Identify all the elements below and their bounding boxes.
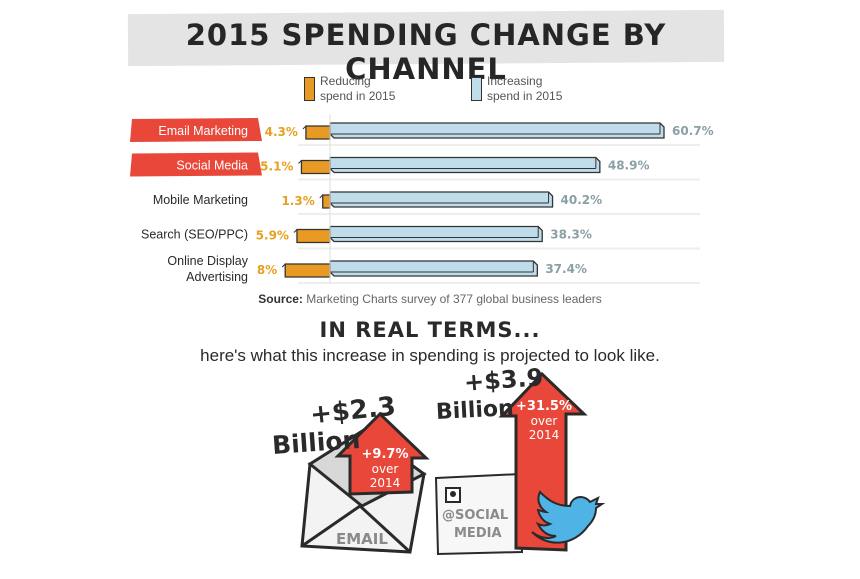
source-text: Marketing Charts survey of 377 global bu…	[302, 292, 602, 306]
twitter-bird-icon	[531, 490, 606, 544]
category-highlight	[130, 152, 262, 177]
email-over: over	[371, 462, 399, 476]
category-label: Social Media	[176, 159, 248, 173]
category-label: Online Display Advertising	[167, 254, 248, 284]
reduce-value-label: 5.1%	[260, 160, 293, 174]
category-label: Search (SEO/PPC)	[141, 228, 248, 242]
legend-reducing-swatch	[304, 77, 315, 101]
category-highlight	[130, 118, 262, 142]
social-label-2: MEDIA	[454, 526, 502, 541]
email-arrow-text: +9.7% over 2014	[356, 447, 414, 491]
email-unit: Billion	[271, 424, 362, 461]
social-amount: +$3.9	[463, 363, 545, 397]
reduce-bar-edge	[319, 194, 324, 199]
social-label-1: @SOCIAL	[442, 508, 509, 523]
reduce-value-label: 5.9%	[256, 229, 289, 243]
reduce-value-label: 4.3%	[265, 125, 298, 139]
social-pct: +31.5%	[516, 399, 572, 414]
increase-value-label: 48.9%	[608, 159, 650, 173]
email-year: 2014	[369, 476, 401, 490]
email-increase-arrow-icon	[334, 411, 430, 496]
social-year: 2014	[528, 428, 560, 442]
bar-chart: Email Marketing 60.7% 4.3% Social Media 48.9…	[130, 114, 714, 284]
category-label: Mobile Marketing	[153, 193, 248, 207]
real-terms-heading: IN REAL TERMS...	[319, 318, 541, 342]
reduce-value-label: 8%	[257, 263, 277, 277]
source-note: Source: Marketing Charts survey of 377 g…	[0, 292, 860, 306]
social-over: over	[530, 414, 558, 428]
reduce-value-label: 1.3%	[281, 194, 314, 208]
social-unit: Billion	[435, 395, 515, 426]
legend-reducing-label: Reducing spend in 2015	[320, 74, 396, 103]
increase-value-label: 40.2%	[561, 193, 603, 207]
social-arrow-text: +31.5% over 2014	[515, 399, 573, 443]
email-label: EMAIL	[336, 530, 388, 548]
increase-value-label: 37.4%	[545, 262, 587, 276]
increase-value-label: 60.7%	[672, 124, 714, 138]
chart-title: 2015 SPENDING CHANGE BY CHANNEL	[185, 18, 667, 86]
category-label: Email Marketing	[158, 124, 248, 138]
real-terms-description: here's what this increase in spending is…	[200, 346, 660, 365]
legend-increasing-label: Increasing spend in 2015	[487, 74, 563, 103]
increase-value-label: 38.3%	[550, 228, 592, 242]
reduce-bar-edge	[293, 229, 298, 233]
reduce-bar-edge	[302, 125, 307, 130]
email-pct: +9.7%	[361, 447, 409, 462]
reduce-bar-edge	[281, 263, 286, 268]
reduce-bar-edge	[298, 160, 302, 164]
social-card-icon	[434, 472, 524, 556]
source-prefix: Source:	[258, 292, 303, 306]
legend-increasing-swatch	[471, 77, 482, 101]
